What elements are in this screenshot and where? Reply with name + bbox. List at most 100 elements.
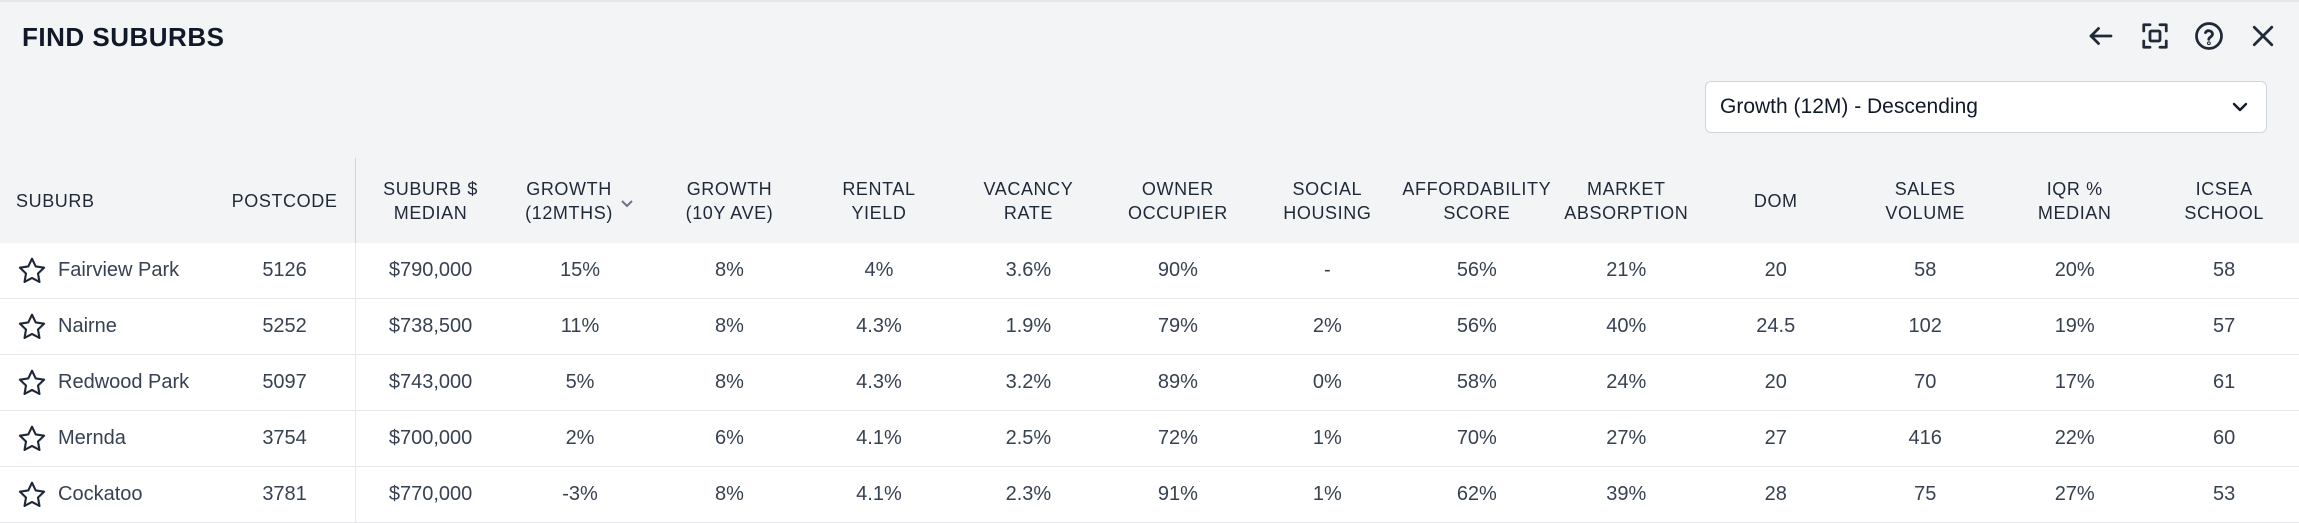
col-growth-10y[interactable]: GROWTH (10Y AVE): [655, 158, 804, 243]
star-icon[interactable]: [16, 367, 48, 399]
affordability-cell: 58%: [1456, 371, 1497, 393]
table-row[interactable]: Nairne 5252 $738,500 11% 8% 4.3% 1.9% 79…: [0, 299, 2299, 355]
suburb-name: Cockatoo: [58, 483, 143, 505]
iqr-cell: 20%: [2054, 259, 2095, 281]
col-market-absorption-label: MARKET ABSORPTION: [1564, 178, 1689, 223]
col-iqr-median[interactable]: IQR % MEDIAN: [2000, 158, 2149, 243]
absorption-cell: 40%: [1606, 315, 1647, 337]
sales-volume-cell: 102: [1908, 315, 1942, 337]
absorption-cell: 24%: [1606, 371, 1647, 393]
iqr-cell: 27%: [2054, 483, 2095, 505]
growth-10y-cell: 8%: [715, 483, 744, 505]
col-owner-occupier[interactable]: OWNER OCCUPIER: [1103, 158, 1252, 243]
postcode-cell: 5252: [214, 299, 356, 354]
icsea-cell: 60: [2213, 427, 2236, 449]
star-icon[interactable]: [16, 479, 48, 511]
table-row[interactable]: Redwood Park 5097 $743,000 5% 8% 4.3% 3.…: [0, 355, 2299, 411]
iqr-cell: 22%: [2054, 427, 2095, 449]
star-icon[interactable]: [16, 311, 48, 343]
owner-occupier-cell: 72%: [1157, 427, 1198, 449]
social-housing-cell: 1%: [1312, 427, 1342, 449]
suburb-cell: Cockatoo: [0, 479, 214, 511]
growth-12m-cell: 15%: [560, 259, 601, 281]
suburb-cell: Mernda: [0, 423, 214, 455]
col-market-absorption[interactable]: MARKET ABSORPTION: [1552, 158, 1701, 243]
median-cell: $743,000: [388, 371, 473, 393]
growth-12m-cell: 5%: [565, 371, 595, 393]
table-row[interactable]: Cockatoo 3781 $770,000 -3% 8% 4.1% 2.3% …: [0, 467, 2299, 523]
col-postcode-label: POSTCODE: [231, 190, 338, 211]
sort-desc-icon: [619, 193, 635, 209]
sales-volume-cell: 416: [1908, 427, 1942, 449]
col-icsea-school-label: ICSEA SCHOOL: [2184, 178, 2264, 223]
table-header: SUBURB POSTCODE SUBURB $ MEDIAN GROWTH (…: [0, 158, 2299, 243]
median-cell: $770,000: [388, 483, 473, 505]
col-vacancy-rate[interactable]: VACANCY RATE: [954, 158, 1103, 243]
star-icon[interactable]: [16, 255, 48, 287]
top-border: [0, 0, 2299, 2]
col-suburb-median[interactable]: SUBURB $ MEDIAN: [356, 158, 505, 243]
col-sales-volume-label: SALES VOLUME: [1885, 178, 1966, 223]
rental-yield-cell: 4.3%: [856, 315, 902, 337]
close-icon[interactable]: [2247, 18, 2279, 54]
social-housing-cell: 0%: [1312, 371, 1342, 393]
vacancy-cell: 2.5%: [1005, 427, 1052, 449]
table-row[interactable]: Fairview Park 5126 $790,000 15% 8% 4% 3.…: [0, 243, 2299, 299]
suburb-cell: Redwood Park: [0, 367, 214, 399]
social-housing-cell: 2%: [1312, 315, 1342, 337]
col-icsea-school[interactable]: ICSEA SCHOOL: [2149, 158, 2298, 243]
icsea-cell: 61: [2213, 371, 2236, 393]
sort-dropdown-value: Growth (12M) - Descending: [1720, 95, 1978, 118]
affordability-cell: 70%: [1456, 427, 1497, 449]
median-cell: $790,000: [388, 259, 473, 281]
affordability-cell: 56%: [1456, 259, 1497, 281]
col-iqr-median-label: IQR % MEDIAN: [2037, 178, 2112, 223]
col-affordability-score[interactable]: AFFORDABILITY SCORE: [1402, 158, 1551, 243]
affordability-cell: 62%: [1456, 483, 1497, 505]
growth-10y-cell: 8%: [715, 259, 744, 281]
rental-yield-cell: 4.1%: [856, 483, 902, 505]
col-suburb[interactable]: SUBURB: [0, 158, 214, 243]
col-affordability-score-label: AFFORDABILITY SCORE: [1402, 178, 1552, 223]
col-rental-yield-label: RENTAL YIELD: [842, 178, 916, 223]
iqr-cell: 17%: [2054, 371, 2095, 393]
col-dom[interactable]: DOM: [1701, 158, 1850, 243]
vacancy-cell: 2.3%: [1005, 483, 1052, 505]
col-growth-12mths-label: GROWTH (12MTHS): [525, 178, 613, 223]
vacancy-cell: 1.9%: [1005, 315, 1052, 337]
col-social-housing[interactable]: SOCIAL HOUSING: [1253, 158, 1402, 243]
dom-cell: 24.5: [1756, 315, 1796, 337]
col-rental-yield[interactable]: RENTAL YIELD: [804, 158, 953, 243]
col-postcode[interactable]: POSTCODE: [214, 158, 356, 243]
star-icon[interactable]: [16, 423, 48, 455]
col-social-housing-label: SOCIAL HOUSING: [1283, 178, 1372, 223]
suburb-name: Mernda: [58, 427, 126, 449]
dom-cell: 28: [1764, 483, 1787, 505]
sort-dropdown[interactable]: Growth (12M) - Descending: [1705, 81, 2267, 133]
median-cell: $738,500: [388, 315, 473, 337]
help-icon[interactable]: [2193, 18, 2225, 54]
owner-occupier-cell: 90%: [1157, 259, 1198, 281]
growth-12m-cell: 2%: [565, 427, 595, 449]
sales-volume-cell: 75: [1914, 483, 1937, 505]
growth-12m-cell: -3%: [562, 483, 598, 505]
col-suburb-median-label: SUBURB $ MEDIAN: [383, 178, 478, 223]
back-arrow-icon[interactable]: [2085, 18, 2117, 54]
expand-icon[interactable]: [2139, 18, 2171, 54]
owner-occupier-cell: 91%: [1157, 483, 1198, 505]
postcode-cell: 5126: [214, 243, 356, 298]
col-dom-label: DOM: [1753, 190, 1798, 211]
col-growth-12mths[interactable]: GROWTH (12MTHS): [505, 158, 654, 243]
rental-yield-cell: 4%: [864, 259, 894, 281]
absorption-cell: 39%: [1606, 483, 1647, 505]
icsea-cell: 53: [2213, 483, 2236, 505]
table-row[interactable]: Mernda 3754 $700,000 2% 6% 4.1% 2.5% 72%…: [0, 411, 2299, 467]
suburb-cell: Fairview Park: [0, 255, 214, 287]
col-owner-occupier-label: OWNER OCCUPIER: [1127, 178, 1228, 223]
suburbs-table: SUBURB POSTCODE SUBURB $ MEDIAN GROWTH (…: [0, 158, 2299, 523]
growth-12m-cell: 11%: [560, 315, 600, 337]
col-sales-volume[interactable]: SALES VOLUME: [1851, 158, 2000, 243]
dom-cell: 20: [1764, 259, 1787, 281]
vacancy-cell: 3.6%: [1005, 259, 1052, 281]
table-body: Fairview Park 5126 $790,000 15% 8% 4% 3.…: [0, 243, 2299, 523]
